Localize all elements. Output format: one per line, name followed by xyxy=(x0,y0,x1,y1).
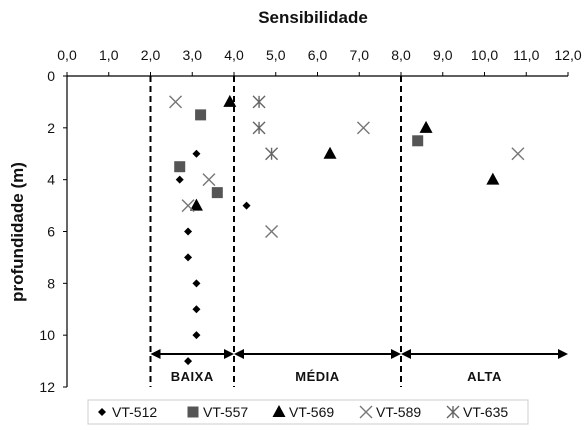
y-tick-label: 4 xyxy=(47,172,55,188)
data-point xyxy=(184,253,193,262)
data-point xyxy=(192,149,201,158)
band-arrowhead-left xyxy=(234,349,244,359)
legend-marker xyxy=(98,408,106,416)
y-tick-label: 10 xyxy=(39,327,55,343)
series-vt-569 xyxy=(189,94,500,211)
x-tick-label: 4,0 xyxy=(224,47,244,63)
legend-item: VT-589 xyxy=(359,404,421,420)
x-tick-label: 2,0 xyxy=(141,47,161,63)
band-arrowhead-right xyxy=(391,349,401,359)
x-tick-label: 7,0 xyxy=(350,47,370,63)
data-point xyxy=(323,146,337,159)
legend-label: VT-569 xyxy=(289,404,334,420)
legend-marker xyxy=(359,405,373,419)
x-tick-label: 0,0 xyxy=(57,47,77,63)
y-tick-label: 12 xyxy=(39,379,55,395)
data-point xyxy=(412,135,424,147)
y-tick-label: 0 xyxy=(47,68,55,84)
band-label: BAIXA xyxy=(171,369,214,384)
band-arrowhead-right xyxy=(558,349,568,359)
data-point xyxy=(211,187,223,199)
x-tick-label: 8,0 xyxy=(391,47,411,63)
legend-frame xyxy=(87,399,529,425)
legend-item: VT-512 xyxy=(98,404,157,420)
data-point xyxy=(511,147,525,161)
legend-marker xyxy=(446,405,460,419)
legend-label: VT-635 xyxy=(463,404,508,420)
legend-item: VT-635 xyxy=(446,404,508,420)
y-tick-label: 2 xyxy=(47,120,55,136)
data-point xyxy=(265,225,279,238)
data-point xyxy=(192,279,201,288)
x-tick-label: 12,0 xyxy=(554,47,581,63)
x-tick-label: 10,0 xyxy=(471,47,498,63)
legend: VT-512 VT-557 VT-569 VT-589 VT-635 xyxy=(87,399,529,425)
band-arrowhead-right xyxy=(224,349,234,359)
data-point xyxy=(181,199,195,213)
series-vt-635 xyxy=(252,95,279,161)
legend-label: VT-512 xyxy=(112,404,157,420)
data-point xyxy=(189,198,203,211)
data-point xyxy=(195,109,207,121)
legend-label: VT-589 xyxy=(376,404,421,420)
x-tick-label: 1,0 xyxy=(99,47,119,63)
data-point xyxy=(486,172,500,185)
data-point xyxy=(356,121,370,135)
data-point xyxy=(184,227,193,236)
legend-label: VT-557 xyxy=(203,404,248,420)
y-tick-label: 8 xyxy=(47,275,55,291)
series-vt-557 xyxy=(174,109,424,199)
data-point xyxy=(252,95,266,109)
data-point xyxy=(202,173,216,187)
legend-marker xyxy=(187,406,199,418)
data-point xyxy=(265,147,279,161)
band-arrowhead-left xyxy=(150,349,161,359)
data-point xyxy=(192,305,201,314)
data-point xyxy=(419,120,433,133)
y-tick-label: 6 xyxy=(47,224,55,240)
data-point xyxy=(223,94,237,107)
data-point xyxy=(174,161,186,173)
data-point xyxy=(192,331,201,340)
band-label: MÉDIA xyxy=(295,369,340,384)
series-vt-512 xyxy=(175,149,251,366)
x-tick-label: 5,0 xyxy=(266,47,286,63)
band-arrowhead-left xyxy=(401,349,411,359)
x-tick-label: 3,0 xyxy=(183,47,203,63)
data-point xyxy=(169,95,183,109)
data-point xyxy=(252,121,266,135)
legend-item: VT-557 xyxy=(187,404,248,420)
x-tick-label: 11,0 xyxy=(513,47,539,63)
legend-item: VT-569 xyxy=(272,404,334,420)
x-tick-label: 6,0 xyxy=(308,47,328,63)
data-point xyxy=(175,175,184,184)
chart-title: Sensibilidade xyxy=(258,8,368,27)
series-vt-589 xyxy=(169,95,525,238)
data-point xyxy=(242,201,251,210)
plot-area: 0,0 1,0 2,0 3,0 4,0 5,0 6,0 7,0 8,0 9,0 10,0 11,0 12… xyxy=(39,47,581,395)
band-label: ALTA xyxy=(467,369,502,384)
y-axis-label: profundidade (m) xyxy=(8,162,27,302)
data-point xyxy=(184,357,193,366)
legend-marker xyxy=(272,405,286,417)
x-tick-label: 9,0 xyxy=(433,47,453,63)
